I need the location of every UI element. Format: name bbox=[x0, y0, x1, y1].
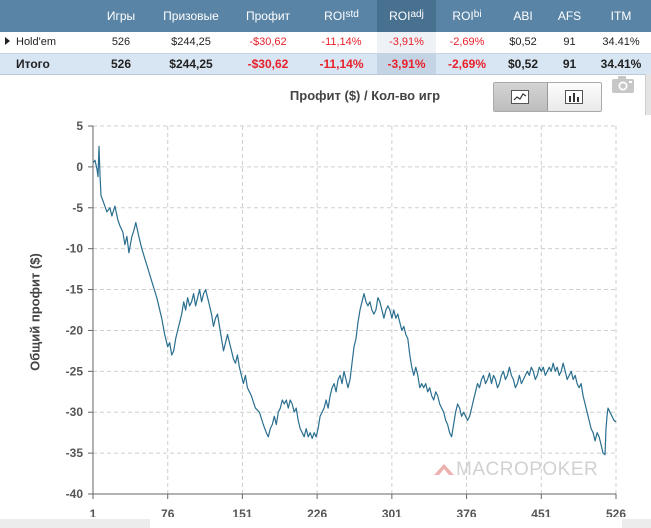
bottom-strip-block bbox=[0, 519, 150, 528]
y-tick-label: -15 bbox=[66, 283, 84, 297]
series-line-0 bbox=[92, 145, 617, 456]
cell-winnings: $244,25 bbox=[152, 52, 230, 75]
y-tick-label: -35 bbox=[66, 446, 84, 460]
watermark-text: MACROPOKER bbox=[456, 459, 599, 480]
expand-caret-icon[interactable] bbox=[5, 37, 10, 46]
cell-roi-adj: -3,91% bbox=[377, 32, 436, 53]
cell-roi-bi: -2,69% bbox=[436, 32, 498, 53]
cell-abi: $0,52 bbox=[498, 52, 548, 75]
x-tick-label: 526 bbox=[606, 507, 626, 520]
chart-type-toggle bbox=[493, 82, 602, 112]
y-tick-label: -30 bbox=[66, 405, 84, 419]
y-tick-label: -25 bbox=[66, 364, 84, 378]
x-tick-label: 451 bbox=[531, 507, 551, 520]
header-roi-adj-sup: adj bbox=[410, 9, 424, 20]
x-tick-label: 376 bbox=[457, 507, 477, 520]
row-name: Итого bbox=[16, 56, 50, 71]
header-games[interactable]: Игры bbox=[90, 0, 152, 32]
y-tick-label: 5 bbox=[76, 119, 83, 133]
cell-roi-adj: -3,91% bbox=[377, 52, 436, 75]
x-tick-label: 226 bbox=[307, 507, 327, 520]
chart-series bbox=[92, 145, 617, 456]
header-itm[interactable]: ITM bbox=[591, 0, 651, 32]
y-tick-label: 0 bbox=[76, 160, 83, 174]
y-tick-label: -20 bbox=[66, 323, 84, 337]
header-roi-adj[interactable]: ROIadj bbox=[377, 0, 436, 32]
chart-title: Профит ($) / Кол-во игр bbox=[289, 88, 441, 103]
scrollbar[interactable] bbox=[645, 74, 651, 115]
bar-chart-button[interactable] bbox=[547, 83, 601, 111]
header-roi-bi-base: ROI bbox=[452, 9, 474, 23]
header-roi-bi[interactable]: ROIbi bbox=[436, 0, 498, 32]
line-chart-button[interactable] bbox=[494, 83, 548, 111]
header-profit[interactable]: Профит bbox=[230, 0, 306, 32]
table-row-total: Итого 526 $244,25 -$30,62 -11,14% -3,91%… bbox=[0, 52, 651, 75]
stats-header-row: Игры Призовые Профит ROIstd ROIadj ROIbi… bbox=[0, 0, 651, 32]
table-row-holdem[interactable]: Hold'em 526 $244,25 -$30,62 -11,14% -3,9… bbox=[0, 32, 651, 53]
chart-grid bbox=[93, 125, 617, 494]
bottom-scroll-strip bbox=[0, 517, 651, 528]
row-name: Hold'em bbox=[16, 36, 57, 49]
header-roi-adj-base: ROI bbox=[389, 9, 411, 23]
header-winnings[interactable]: Призовые bbox=[152, 0, 230, 32]
cell-roi-bi: -2,69% bbox=[436, 52, 498, 75]
macropoker-watermark: MACROPOKER bbox=[432, 459, 598, 481]
y-tick-label: -10 bbox=[66, 242, 84, 256]
cell-itm: 34.41% bbox=[591, 32, 651, 53]
y-axis-ticks: 5 0 -5 -10 -15 -20 -25 -30 -35 -40 bbox=[66, 119, 93, 501]
x-tick-label: 301 bbox=[382, 507, 402, 520]
cell-afs: 91 bbox=[548, 32, 591, 53]
header-abi[interactable]: ABI bbox=[498, 0, 548, 32]
camera-icon[interactable] bbox=[611, 74, 635, 94]
line-chart-icon bbox=[511, 90, 530, 104]
x-tick-label: 151 bbox=[232, 507, 252, 520]
x-tick-label: 76 bbox=[161, 507, 175, 520]
stats-table-container: Игры Призовые Профит ROIstd ROIadj ROIbi… bbox=[0, 0, 651, 75]
row-name-cell: Итого bbox=[0, 52, 90, 75]
stats-table: Игры Призовые Профит ROIstd ROIadj ROIbi… bbox=[0, 0, 651, 75]
x-tick-label: 1 bbox=[90, 507, 97, 520]
y-tick-label: -40 bbox=[66, 487, 84, 501]
header-afs[interactable]: AFS bbox=[548, 0, 591, 32]
cell-abi: $0,52 bbox=[498, 32, 548, 53]
row-name-cell[interactable]: Hold'em bbox=[0, 32, 90, 53]
macropoker-logo-icon bbox=[434, 464, 454, 475]
cell-games: 526 bbox=[90, 52, 152, 75]
header-roi-std-sup: std bbox=[345, 9, 359, 20]
cell-winnings: $244,25 bbox=[152, 32, 230, 53]
x-axis-ticks: 1 76 151 226 301 376 451 526 bbox=[90, 494, 626, 520]
header-name-cell bbox=[0, 0, 90, 32]
cell-roi-std: -11,14% bbox=[306, 32, 377, 53]
bottom-strip-block bbox=[622, 519, 651, 528]
profit-line-chart: 5 0 -5 -10 -15 -20 -25 -30 -35 -40 1 76 151 226 301 37… bbox=[66, 119, 627, 520]
cell-roi-std: -11,14% bbox=[306, 52, 377, 75]
cell-profit: -$30,62 bbox=[230, 52, 306, 75]
y-tick-label: -5 bbox=[72, 201, 83, 215]
cell-itm: 34.41% bbox=[591, 52, 651, 75]
header-roi-std[interactable]: ROIstd bbox=[306, 0, 377, 32]
header-roi-bi-sup: bi bbox=[473, 9, 482, 20]
cell-afs: 91 bbox=[548, 52, 591, 75]
bar-chart-icon bbox=[565, 90, 584, 104]
cell-profit: -$30,62 bbox=[230, 32, 306, 53]
chart-axes bbox=[92, 126, 616, 495]
cell-games: 526 bbox=[90, 32, 152, 53]
header-roi-std-base: ROI bbox=[324, 9, 346, 23]
